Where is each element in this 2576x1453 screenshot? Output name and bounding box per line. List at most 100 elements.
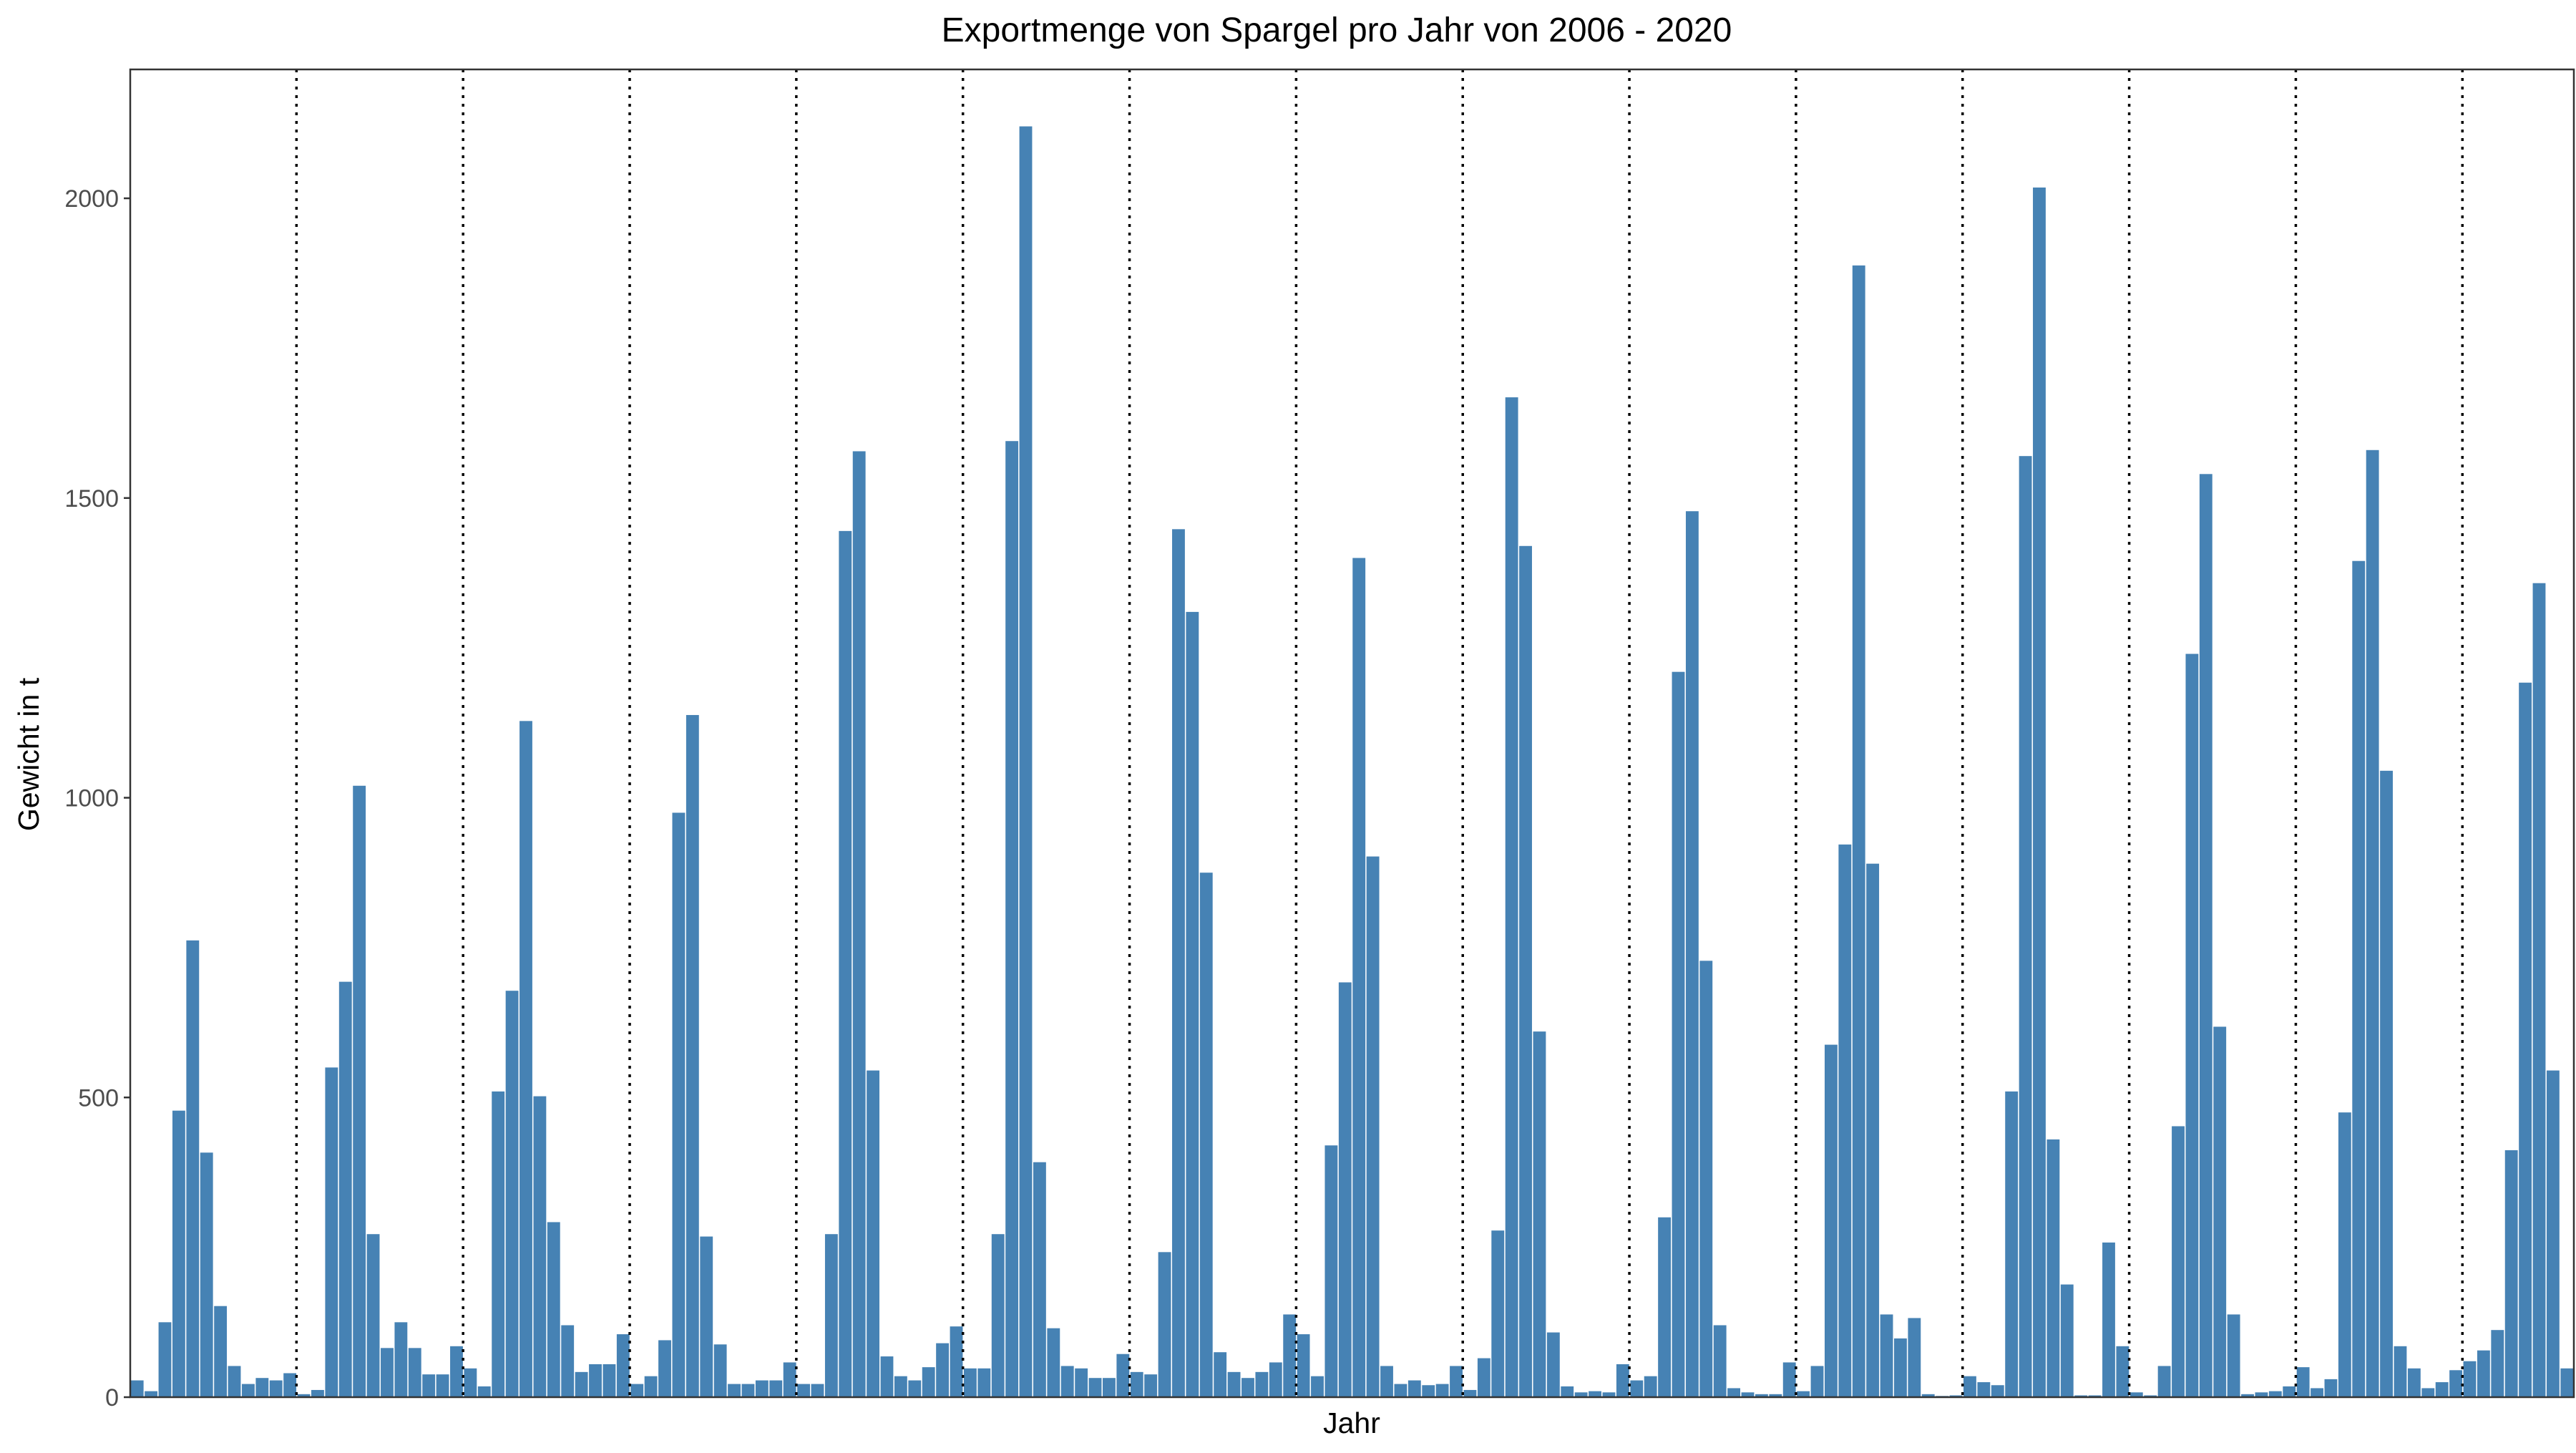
bar bbox=[1324, 1145, 1338, 1397]
bar bbox=[1047, 1328, 1060, 1397]
bar bbox=[2268, 1391, 2282, 1397]
bar bbox=[1366, 856, 1380, 1397]
bar bbox=[658, 1340, 671, 1397]
bar bbox=[2005, 1091, 2019, 1397]
bar bbox=[561, 1325, 575, 1397]
bar bbox=[1574, 1392, 1588, 1397]
bar bbox=[1407, 1380, 1421, 1397]
bar bbox=[547, 1222, 560, 1397]
bar bbox=[1685, 511, 1699, 1397]
bar bbox=[1116, 1354, 1130, 1397]
bar bbox=[2088, 1395, 2102, 1397]
bar bbox=[311, 1389, 324, 1397]
bar bbox=[1797, 1391, 1810, 1397]
bar bbox=[2407, 1368, 2421, 1397]
bar bbox=[977, 1368, 991, 1397]
bar bbox=[2102, 1242, 2115, 1397]
bar bbox=[228, 1366, 241, 1397]
bar bbox=[1075, 1368, 1088, 1397]
bar bbox=[1977, 1382, 1991, 1397]
bar bbox=[450, 1346, 463, 1397]
bar bbox=[2129, 1392, 2143, 1397]
y-tick-label: 1000 bbox=[64, 785, 119, 812]
bar bbox=[200, 1152, 213, 1397]
bar bbox=[1088, 1378, 1102, 1397]
bar bbox=[1838, 844, 1852, 1397]
bar bbox=[880, 1356, 894, 1397]
bar bbox=[214, 1306, 228, 1397]
bar bbox=[1338, 982, 1352, 1397]
bar bbox=[2074, 1395, 2088, 1397]
y-tick-label: 500 bbox=[78, 1084, 119, 1112]
bar bbox=[1505, 397, 1518, 1397]
bar bbox=[963, 1368, 977, 1397]
bar bbox=[1533, 1031, 1546, 1397]
bar bbox=[1422, 1385, 1435, 1397]
bar bbox=[1186, 611, 1199, 1398]
bar bbox=[2560, 1368, 2574, 1397]
bar bbox=[936, 1343, 950, 1397]
bar bbox=[2546, 1070, 2560, 1397]
bar bbox=[1491, 1230, 1505, 1397]
bar bbox=[2213, 1026, 2227, 1397]
bar bbox=[769, 1380, 783, 1397]
bar bbox=[672, 812, 686, 1397]
bar bbox=[1658, 1217, 1671, 1397]
bar bbox=[2255, 1392, 2268, 1397]
bar bbox=[2352, 560, 2366, 1397]
bar bbox=[1060, 1366, 1074, 1397]
bar bbox=[713, 1344, 727, 1397]
bar bbox=[2296, 1367, 2310, 1397]
bar bbox=[2338, 1112, 2351, 1397]
bar bbox=[2046, 1139, 2060, 1397]
bar bbox=[2491, 1330, 2504, 1397]
bar bbox=[422, 1374, 436, 1397]
bar bbox=[797, 1384, 810, 1397]
bar bbox=[158, 1322, 172, 1397]
bar bbox=[130, 1380, 144, 1397]
year-separators bbox=[295, 69, 2464, 1397]
bar bbox=[1158, 1252, 1171, 1397]
bar bbox=[1991, 1385, 2004, 1397]
bar bbox=[741, 1384, 755, 1397]
y-axis: 0 500 1000 1500 2000 bbox=[64, 185, 130, 1411]
bar bbox=[2227, 1314, 2240, 1397]
bar bbox=[366, 1234, 380, 1397]
bar bbox=[2116, 1346, 2129, 1397]
bar bbox=[519, 721, 532, 1397]
bar bbox=[867, 1070, 880, 1397]
bar bbox=[1894, 1338, 1907, 1397]
bar bbox=[505, 991, 519, 1397]
bar bbox=[1810, 1366, 1824, 1397]
bar bbox=[1713, 1325, 1727, 1397]
bar bbox=[1589, 1391, 1601, 1397]
x-axis-label: Jahr bbox=[1323, 1406, 1380, 1439]
y-tick-label: 0 bbox=[105, 1384, 119, 1411]
bar bbox=[2033, 187, 2046, 1398]
bar bbox=[824, 1234, 838, 1397]
bar bbox=[686, 714, 699, 1397]
bar bbox=[2380, 770, 2393, 1397]
bar bbox=[602, 1364, 616, 1397]
bar bbox=[852, 451, 866, 1397]
bar bbox=[922, 1367, 935, 1397]
bar bbox=[1450, 1366, 1463, 1397]
bar bbox=[616, 1334, 630, 1397]
bar bbox=[464, 1368, 477, 1397]
bar bbox=[1519, 545, 1532, 1397]
bar bbox=[2435, 1382, 2449, 1397]
bar bbox=[2519, 682, 2532, 1397]
bar bbox=[408, 1348, 421, 1397]
bar bbox=[1727, 1388, 1741, 1397]
bar bbox=[1005, 441, 1019, 1397]
bar bbox=[1269, 1362, 1282, 1397]
bar bbox=[894, 1376, 907, 1397]
bar bbox=[283, 1373, 297, 1397]
plot-panel-border bbox=[129, 68, 2575, 1399]
bar bbox=[1644, 1376, 1657, 1397]
bar bbox=[1297, 1334, 1310, 1397]
bar bbox=[1463, 1389, 1477, 1397]
bar bbox=[1852, 265, 1865, 1398]
bar bbox=[436, 1374, 449, 1397]
